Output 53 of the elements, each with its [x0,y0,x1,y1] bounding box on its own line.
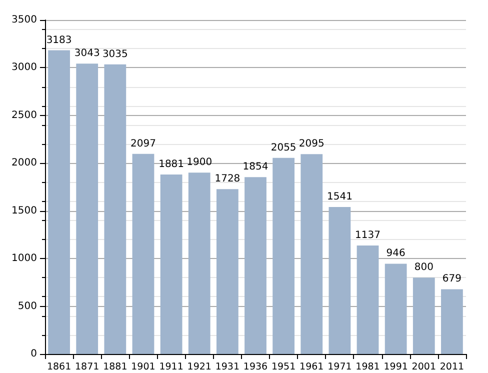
bar [412,278,435,354]
data-label: 3183 [46,34,72,46]
bar [48,50,70,354]
data-label: 1900 [186,157,212,168]
x-tick-label: 1951 [271,362,296,372]
y-tick-label: 2500 [12,110,37,121]
data-label: 2097 [130,138,156,150]
data-label: 2055 [270,142,296,154]
data-label: 1541 [326,191,352,202]
x-tick-label: 1901 [131,362,156,372]
x-tick-label: 1971 [328,362,352,372]
x-tick-label: 1991 [384,362,408,372]
data-label: 1728 [214,174,240,185]
bar [76,64,98,354]
bar [244,177,266,354]
y-tick-label: 0 [30,348,37,360]
y-tick-label: 3500 [12,14,37,26]
bar [188,172,210,354]
bar [272,158,295,354]
bar [104,64,126,354]
bar [160,174,182,354]
data-label: 3043 [74,48,100,60]
x-tick-label: 1871 [75,362,100,372]
bar [300,154,323,354]
x-tick-label: 2001 [412,362,436,372]
data-label: 1854 [242,162,268,173]
x-tick-label: 1936 [243,362,268,372]
data-label: 946 [386,248,406,260]
y-tick-label: 2000 [12,158,37,169]
x-tick-label: 1911 [159,362,184,372]
bar [441,289,463,354]
data-label: 1881 [158,159,184,170]
x-tick-label: 1981 [356,362,380,372]
data-label: 3035 [102,48,128,60]
x-tick-label: 1961 [300,362,324,372]
bar [132,154,154,354]
data-label: 800 [414,262,434,274]
x-tick-label: 1861 [46,362,72,372]
y-tick-label: 3000 [12,62,37,74]
data-label: 679 [442,274,462,285]
data-label: 2095 [298,138,324,150]
bar [328,206,351,354]
y-tick-label: 1500 [12,205,37,216]
x-tick-label: 1931 [215,362,240,372]
bar [384,264,407,354]
x-tick-label: 1881 [103,362,128,372]
x-tick-label: 2011 [440,362,464,372]
x-tick-label: 1921 [187,362,212,372]
bar [216,189,238,354]
y-tick-label: 1000 [12,253,37,264]
y-tick-label: 500 [18,300,37,312]
data-label: 1137 [355,230,380,241]
bar [356,246,379,354]
